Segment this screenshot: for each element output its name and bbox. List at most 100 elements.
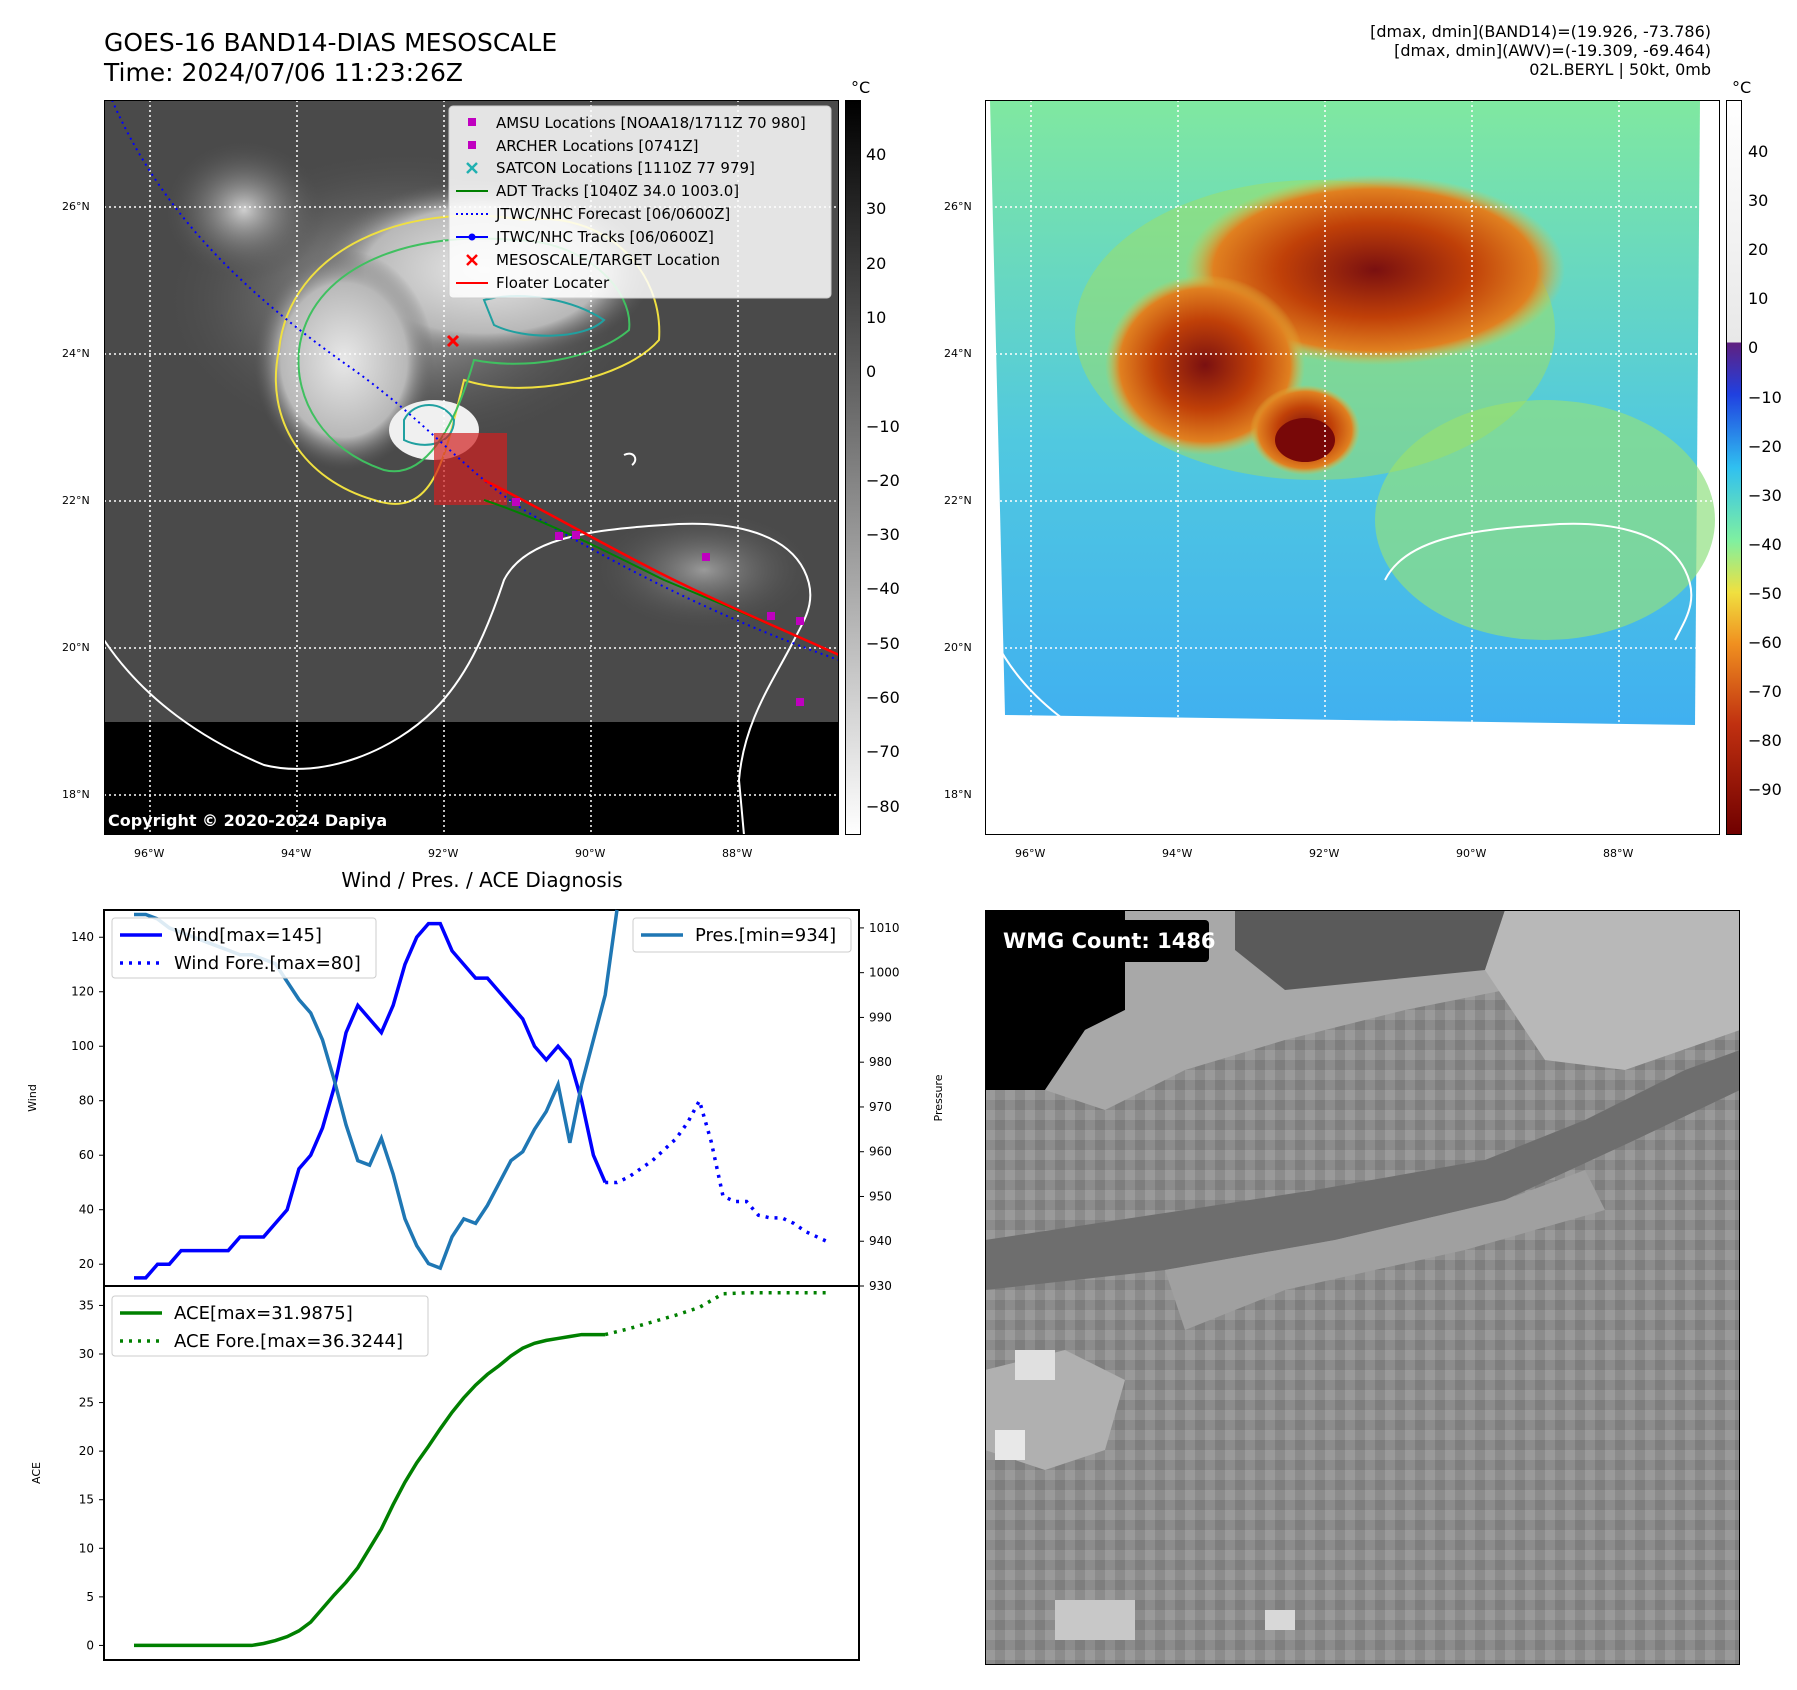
info-awv: [dmax, dmin](AWV)=(-19.309, -69.464) <box>1394 41 1711 60</box>
legend-amsu: AMSU Locations [NOAA18/1711Z 70 980] <box>496 114 806 132</box>
title-line-1: GOES-16 BAND14-DIAS MESOSCALE <box>104 28 558 57</box>
lon-label: 92°W <box>428 847 459 860</box>
legend-ace-fore: ACE Fore.[max=36.3244] <box>174 1331 403 1352</box>
wmg-count: WMG Count: 1486 <box>1003 929 1216 953</box>
legend-pres: Pres.[min=934] <box>695 925 836 946</box>
gray-colorbar-unit: °C <box>851 78 871 97</box>
ace-series-line-1 <box>604 1291 829 1337</box>
colorbar-tick: −20 <box>866 470 900 490</box>
colorbar-tick: −80 <box>1748 731 1782 751</box>
y2-tick-label: 990 <box>869 1010 892 1024</box>
colorbar-tick: −70 <box>866 742 900 762</box>
colorbar-tick: −40 <box>866 579 900 599</box>
legend-adt: ADT Tracks [1040Z 34.0 1003.0] <box>496 182 739 200</box>
info-band14: [dmax, dmin](BAND14)=(19.926, -73.786) <box>1370 22 1711 41</box>
y2-tick-label: 960 <box>869 1145 892 1159</box>
y-tick-label: 20 <box>79 1257 94 1271</box>
lon-label: 92°W <box>1309 847 1340 860</box>
colorbar-tick: 30 <box>866 199 887 219</box>
y2-tick-label: 980 <box>869 1055 892 1069</box>
info-storm: 02L.BERYL | 50kt, 0mb <box>1529 60 1711 79</box>
lon-label: 94°W <box>281 847 312 860</box>
ir-enhanced-map <box>985 100 1720 835</box>
y2-tick-label: 930 <box>869 1279 892 1293</box>
colorbar-tick: −60 <box>1748 633 1782 652</box>
y2-tick-label: 940 <box>869 1234 892 1248</box>
colorbar-tick: −60 <box>866 688 900 707</box>
y-tick-label: 100 <box>71 1039 94 1053</box>
y-axis-label: Wind <box>26 1084 39 1112</box>
y-tick-label: 35 <box>79 1298 94 1312</box>
lat-label: 22°N <box>62 494 90 507</box>
y-tick-label: 40 <box>79 1203 94 1217</box>
title-time: Time: 2024/07/06 11:23:26Z <box>104 58 463 87</box>
colorbar-tick: −80 <box>866 796 900 816</box>
colorbar-tick: −30 <box>1748 485 1782 505</box>
legend-archer: ARCHER Locations [0741Z] <box>496 137 699 155</box>
pres-legend <box>632 917 852 953</box>
y-tick-label: 120 <box>71 985 94 999</box>
lat-label: 24°N <box>944 347 972 360</box>
lon-label: 96°W <box>134 847 165 860</box>
legend-tracks: JTWC/NHC Tracks [06/0600Z] <box>495 228 714 246</box>
lon-label: 94°W <box>1162 847 1193 860</box>
y-tick-label: 5 <box>86 1590 94 1604</box>
colorbar-tick: 0 <box>866 362 877 382</box>
series-line-0 <box>134 921 607 1280</box>
ace-legend <box>111 1295 429 1357</box>
colorbar-tick: 20 <box>1748 240 1769 260</box>
y-tick-label: 60 <box>79 1148 94 1162</box>
y2-tick-label: 1000 <box>869 966 900 980</box>
diagnosis-chart: 2040608010012014093094095096097098099010… <box>26 909 945 1661</box>
legend-satcon: SATCON Locations [1110Z 77 979] <box>496 159 755 177</box>
y-tick-label: 0 <box>86 1638 94 1652</box>
copyright: Copyright © 2020-2024 Dapiya <box>108 811 387 830</box>
y-tick-label: 140 <box>71 930 94 944</box>
colorbar-tick: 40 <box>1748 142 1769 161</box>
y-tick-label: 30 <box>79 1347 94 1361</box>
info-block: [dmax, dmin](BAND14)=(19.926, -73.786) [… <box>1370 22 1711 79</box>
lat-label: 18°N <box>944 788 972 801</box>
lat-label: 26°N <box>62 200 90 213</box>
lat-label: 22°N <box>944 494 972 507</box>
colorbar-tick: 40 <box>866 145 887 164</box>
legend-forecast: JTWC/NHC Forecast [06/0600Z] <box>495 205 730 223</box>
lat-label: 18°N <box>62 788 90 801</box>
legend-ace: ACE[max=31.9875] <box>174 1303 353 1324</box>
colorbar-tick: −50 <box>866 633 900 653</box>
gray-colorbar <box>845 100 861 835</box>
colorbar-tick: −90 <box>1748 780 1782 800</box>
colorbar-tick: 0 <box>1748 338 1759 358</box>
ace-series-line-0 <box>134 1332 606 1648</box>
lat-label: 24°N <box>62 347 90 360</box>
colorbar-tick: 10 <box>866 307 887 327</box>
lat-label: 20°N <box>62 641 90 654</box>
color-colorbar-unit: °C <box>1732 78 1752 97</box>
lat-label: 26°N <box>944 200 972 213</box>
series-line-1 <box>605 1096 830 1244</box>
wind-legend <box>111 917 377 979</box>
ir-grayscale-map: AMSU Locations [NOAA18/1711Z 70 980] ARC… <box>104 100 839 835</box>
legend-wind: Wind[max=145] <box>174 925 322 946</box>
legend-floater: Floater Locater <box>496 274 610 292</box>
lon-label: 88°W <box>722 847 753 860</box>
colorbar-tick: −50 <box>1748 583 1782 603</box>
y-tick-label: 15 <box>79 1493 94 1507</box>
y-tick-label: 10 <box>79 1541 94 1555</box>
plot-frame <box>103 1285 860 1661</box>
y-tick-label: 25 <box>79 1396 94 1410</box>
chart-title: Wind / Pres. / ACE Diagnosis <box>341 868 623 892</box>
y2-tick-label: 970 <box>869 1100 892 1114</box>
y-axis-label: ACE <box>30 1462 43 1484</box>
y2-tick-label: 1010 <box>869 921 900 935</box>
wind-pressure-plot: 20 40 60 80 100 120 140 930 940 950 960 970 980 990 10… <box>26 909 945 1293</box>
ace-plot: 0 5 10 15 20 25 30 35 ACE ACE[max=31.9875] ACE For… <box>30 1285 860 1661</box>
colorbar-tick: −40 <box>1748 534 1782 554</box>
page-title: GOES-16 BAND14-DIAS MESOSCALE Time: 2024… <box>104 28 557 88</box>
y2-axis-label: Pressure <box>932 1074 945 1121</box>
colorbar-tick: 20 <box>866 253 887 273</box>
colorbar-tick: 30 <box>1748 191 1769 211</box>
lon-label: 90°W <box>1456 847 1487 860</box>
colorbar-tick: −30 <box>866 525 900 545</box>
legend-mesoscale: MESOSCALE/TARGET Location <box>496 251 720 269</box>
